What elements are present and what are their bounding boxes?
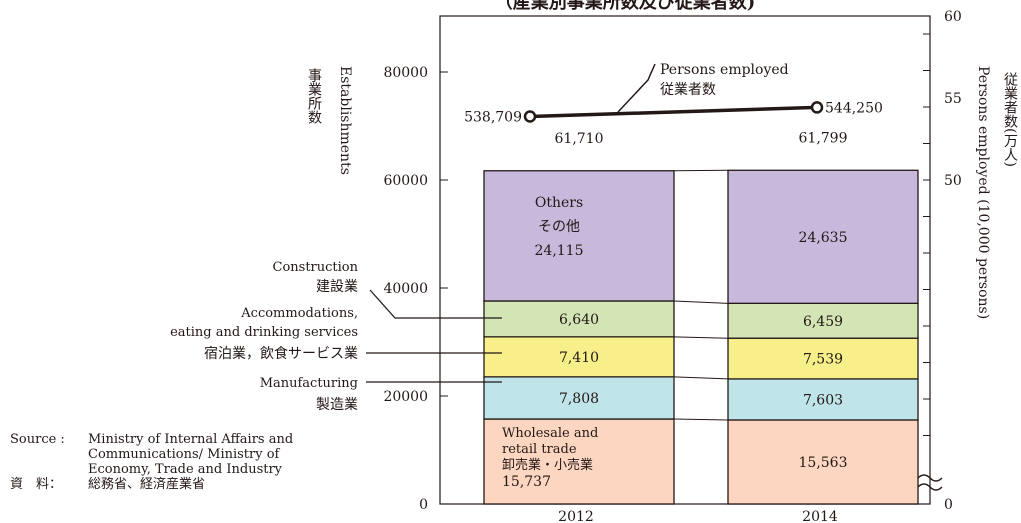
source-en-label: Source : bbox=[10, 432, 65, 447]
left-tick-label: 40000 bbox=[383, 281, 428, 297]
legend-label: 製造業 bbox=[316, 397, 358, 413]
bar-segment-others bbox=[727, 169, 919, 304]
segment-value-label: 6,640 bbox=[559, 312, 599, 328]
segment-value-label: 7,808 bbox=[559, 391, 599, 407]
left-tick-label: 0 bbox=[419, 497, 428, 513]
bar-segment-accommodations bbox=[727, 337, 919, 380]
line-value-label: 538,709 bbox=[464, 110, 522, 126]
legend-callouts: Construction 建設業 Accommodations, eating and… bbox=[170, 260, 502, 413]
segment-value-label: 7,603 bbox=[803, 392, 843, 408]
plot-frame bbox=[439, 15, 931, 505]
right-tick-label: 60 bbox=[944, 9, 962, 25]
chart-title: （産業別事業所数及び従業者数) bbox=[495, 0, 756, 13]
persons-employed-line: 538,709 544,250 Persons employed 従業者数 bbox=[464, 62, 883, 126]
left-tick-label: 20000 bbox=[383, 389, 428, 405]
line-series bbox=[529, 105, 818, 119]
line-series-name: 従業者数 bbox=[660, 82, 716, 98]
segment-connector bbox=[673, 300, 729, 304]
segment-value-label: 6,459 bbox=[803, 314, 843, 330]
source-en-text: Ministry of Internal Affairs and Communi… bbox=[88, 432, 294, 477]
legend-label: 建設業 bbox=[316, 279, 358, 295]
bar-segment-construction bbox=[727, 302, 919, 339]
segment-value-label: 24,115 bbox=[535, 243, 584, 259]
bar-segment-manufacturing bbox=[483, 376, 675, 420]
segment-value-label: 15,737 bbox=[502, 474, 551, 490]
bar-total-label: 61,710 bbox=[555, 131, 604, 147]
source-jp-label: 資 料： bbox=[10, 477, 63, 492]
x-tick-label: 2012 bbox=[558, 509, 594, 523]
source-note: Source : Ministry of Internal Affairs an… bbox=[10, 432, 293, 492]
segment-connector bbox=[673, 418, 729, 421]
source-jp-text: 総務省、経済産業省 bbox=[88, 477, 206, 492]
x-tick-label: 2014 bbox=[802, 509, 838, 523]
legend-label: 宿泊業，飲食サービス業 bbox=[204, 345, 358, 362]
bar-segment-others bbox=[483, 170, 675, 302]
bar-segment-manufacturing bbox=[727, 378, 919, 421]
right-axis: 0 50 55 60 Persons employed (10,000 persons)… bbox=[917, 9, 1018, 513]
left-axis: 0 20000 40000 60000 80000 事業所数 Establishments 2… bbox=[306, 15, 931, 523]
right-tick-label: 0 bbox=[944, 497, 953, 513]
left-axis-title-en: Establishments bbox=[337, 66, 353, 175]
segment-label: 卸売業・小売業 bbox=[502, 457, 593, 473]
line-point bbox=[523, 110, 537, 123]
segment-value-label: 24,635 bbox=[799, 230, 848, 246]
legend-label: Manufacturing bbox=[260, 376, 358, 391]
line-callout bbox=[617, 63, 656, 113]
right-tick-label: 50 bbox=[944, 173, 962, 189]
bar-total-label: 61,799 bbox=[799, 130, 848, 146]
right-axis-title-jp: 従業者数(万人) bbox=[1002, 72, 1018, 167]
axis-break-icon bbox=[917, 474, 943, 491]
right-tick-label: 55 bbox=[944, 91, 962, 107]
legend-label: Accommodations, bbox=[240, 306, 358, 321]
line-series-name: Persons employed bbox=[660, 62, 789, 78]
legend-label: Construction bbox=[273, 260, 359, 275]
legend-label: eating and drinking services bbox=[170, 325, 358, 340]
line-value-label: 544,250 bbox=[825, 100, 883, 116]
segment-connectors bbox=[673, 169, 729, 421]
segment-connector bbox=[673, 376, 729, 380]
bar-segment-wholesale bbox=[483, 418, 675, 505]
segment-label: Others bbox=[535, 195, 583, 211]
legend-leader bbox=[369, 289, 502, 319]
bar-totals: 61,710 61,799 bbox=[555, 130, 848, 146]
line-point bbox=[810, 101, 824, 114]
segment-value-label: 7,539 bbox=[803, 352, 843, 368]
left-tick-label: 60000 bbox=[383, 173, 428, 189]
segment-label: Wholesale and bbox=[502, 426, 598, 441]
segment-connector bbox=[673, 336, 729, 339]
segment-value-label: 7,410 bbox=[559, 350, 599, 366]
segment-label: retail trade bbox=[502, 442, 577, 457]
bar-segment-wholesale bbox=[727, 419, 919, 505]
left-axis-title-jp: 事業所数 bbox=[306, 68, 322, 124]
right-axis-title-en: Persons employed (10,000 persons) bbox=[975, 66, 991, 319]
segment-value-label: 15,563 bbox=[799, 455, 848, 471]
segment-label: その他 bbox=[538, 219, 580, 235]
left-tick-label: 80000 bbox=[383, 65, 428, 81]
